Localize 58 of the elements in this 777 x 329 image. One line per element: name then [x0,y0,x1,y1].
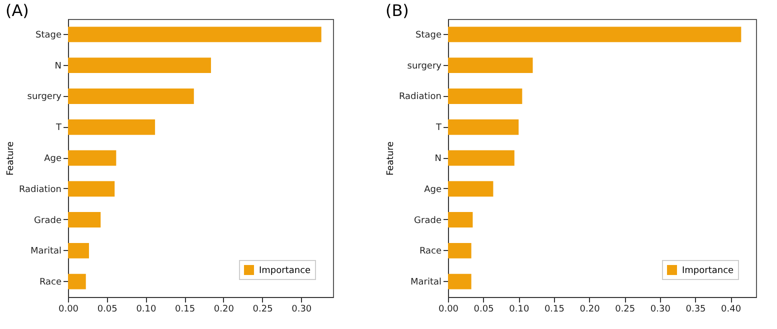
y-tick-label: Marital [410,278,442,288]
y-tick-label: surgery [27,92,62,102]
y-axis-title: Feature [386,141,396,176]
x-tick-label: 0.25 [615,304,636,314]
bar [68,212,101,228]
x-tick-label: 0.35 [686,304,706,314]
x-tick-label: 0.30 [650,304,671,314]
x-tick-label: 0.00 [438,304,459,314]
legend-label: Importance [259,266,312,276]
y-tick-label: Grade [414,216,442,226]
x-tick-label: 0.15 [544,304,564,314]
y-tick-label: Race [39,278,62,288]
bar [448,212,473,228]
bar [448,119,519,135]
bar [68,181,115,197]
bar [448,274,472,290]
x-tick-label: 0.15 [175,304,196,314]
x-tick-label: 0.05 [97,304,118,314]
bar [448,181,494,197]
bar [68,26,322,42]
x-tick-label: 0.40 [721,304,742,314]
y-tick-label: Race [419,246,442,257]
x-tick-label: 0.05 [474,304,494,314]
x-tick-label: 0.10 [509,304,530,314]
chart-title: (A) [5,1,29,20]
x-tick-label: 0.10 [136,304,156,314]
y-tick-label: Radiation [398,92,442,102]
y-tick-label: Stage [415,30,442,40]
y-tick-label: Grade [34,216,62,226]
bar [68,119,156,135]
y-axis-title: Feature [6,141,16,176]
y-tick-label: Radiation [18,184,62,195]
y-tick-label: Marital [30,246,62,257]
bar [448,26,742,42]
x-tick-label: 0.20 [214,304,234,314]
bar [68,242,89,258]
chart-title: (B) [385,1,409,20]
y-tick-label: T [435,123,442,134]
y-tick-label: Age [44,154,62,164]
bar [68,150,116,166]
x-tick-label: 0.00 [58,304,79,314]
y-tick-label: Age [424,184,442,195]
y-tick-label: N [54,61,62,72]
x-tick-label: 0.30 [292,304,312,314]
y-tick-label: surgery [407,61,442,72]
bar [448,88,522,104]
y-tick-label: T [55,123,62,134]
bar [68,88,194,104]
bar [448,58,533,74]
x-tick-label: 0.20 [580,304,600,314]
y-tick-label: N [434,154,442,164]
y-tick-label: Stage [35,30,62,40]
x-tick-label: 0.25 [252,304,273,314]
bar [68,274,86,290]
bar [448,150,514,166]
bar [68,58,211,74]
bar [448,242,472,258]
legend-label: Importance [682,266,734,276]
